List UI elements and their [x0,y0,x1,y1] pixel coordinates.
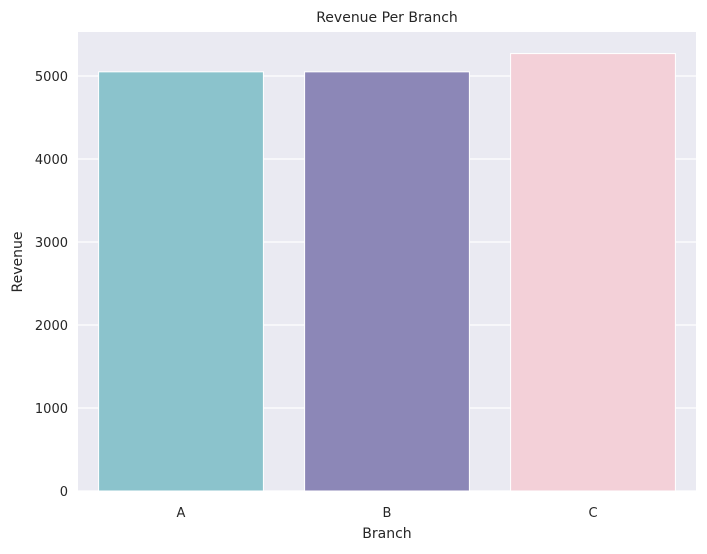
x-tick-label: A [177,506,186,521]
y-tick-label: 2000 [35,319,68,334]
y-tick-label: 0 [60,485,68,500]
chart-title: Revenue Per Branch [316,10,458,26]
y-tick-label: 3000 [35,236,68,251]
y-tick-label: 1000 [35,402,68,417]
x-tick-label: C [588,506,597,521]
bar-C [510,53,676,492]
bar-A [98,71,264,492]
x-axis-ticks: A B C [177,506,598,521]
bars-group [98,53,676,492]
bar-B [304,71,470,492]
x-tick-label: B [383,506,392,521]
x-axis-label: Branch [362,526,411,542]
y-tick-label: 5000 [35,70,68,85]
y-axis-label: Revenue [10,232,26,293]
y-tick-label: 4000 [35,153,68,168]
y-axis-ticks: 0 1000 2000 3000 4000 5000 [35,70,68,500]
